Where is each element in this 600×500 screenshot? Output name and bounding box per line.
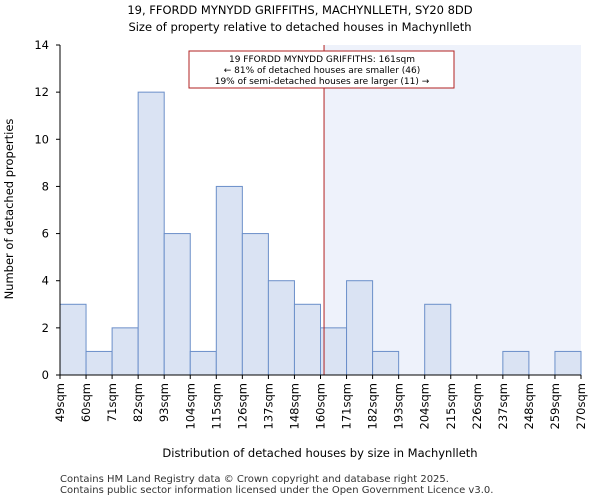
x-tick-label: 126sqm	[235, 383, 249, 429]
x-tick-label: 248sqm	[522, 383, 536, 429]
annotation-box: 19 FFORDD MYNYDD GRIFFITHS: 161sqm ← 81%…	[188, 50, 455, 89]
x-tick-label: 93sqm	[157, 383, 171, 422]
x-tick-label: 204sqm	[418, 383, 432, 429]
footer-credit-line-2: Contains public sector information licen…	[60, 485, 494, 496]
y-axis-label: Number of detached properties	[2, 119, 16, 300]
x-tick-label: 259sqm	[548, 383, 562, 429]
x-tick-label: 104sqm	[183, 383, 197, 429]
x-axis-label: Distribution of detached houses by size …	[162, 446, 477, 460]
y-tick-label: 4	[42, 274, 49, 288]
annotation-line-2: ← 81% of detached houses are smaller (46…	[224, 66, 421, 76]
bar-71sqm	[111, 327, 139, 376]
x-tick-label: 115sqm	[209, 383, 223, 429]
annotation-line-3: 19% of semi-detached houses are larger (…	[215, 77, 430, 87]
x-tick-label: 171sqm	[340, 383, 354, 429]
bar-137sqm	[267, 280, 295, 376]
y-axis-ticks: 0 2 4 6 8 10 12 14	[34, 38, 60, 382]
bar-182sqm	[372, 350, 400, 376]
y-tick-label: 10	[34, 132, 49, 146]
x-tick-label: 270sqm	[574, 383, 588, 429]
bars-group	[59, 91, 582, 376]
annotation-line-1: 19 FFORDD MYNYDD GRIFFITHS: 161sqm	[229, 55, 415, 65]
bar-126sqm	[241, 233, 269, 376]
y-tick-label: 8	[42, 179, 49, 193]
chart-title: 19, FFORDD MYNYDD GRIFFITHS, MACHYNLLETH…	[127, 3, 472, 17]
bar-93sqm	[163, 233, 191, 376]
bar-171sqm	[346, 280, 374, 376]
bar-259sqm	[554, 350, 582, 376]
y-tick-label: 12	[34, 85, 49, 99]
y-tick-label: 6	[42, 227, 49, 241]
bar-160sqm	[320, 327, 348, 376]
footer-credit-line-1: Contains HM Land Registry data © Crown c…	[60, 474, 449, 485]
y-tick-label: 0	[42, 368, 49, 382]
x-tick-label: 137sqm	[261, 383, 275, 429]
bar-237sqm	[502, 350, 530, 376]
x-tick-label: 49sqm	[53, 383, 67, 422]
x-tick-label: 82sqm	[131, 383, 145, 422]
x-tick-label: 226sqm	[470, 383, 484, 429]
x-tick-label: 60sqm	[79, 383, 93, 422]
chart-subtitle: Size of property relative to detached ho…	[128, 20, 471, 34]
x-tick-label: 237sqm	[496, 383, 510, 429]
x-tick-label: 160sqm	[314, 383, 328, 429]
bar-148sqm	[293, 303, 322, 376]
x-axis-ticks: 49sqm 60sqm 71sqm 82sqm 93sqm 104sqm 115sqm 126…	[53, 375, 588, 429]
y-tick-label: 2	[42, 321, 49, 335]
x-tick-label: 215sqm	[444, 383, 458, 429]
bar-204sqm	[424, 303, 452, 376]
bar-82sqm	[137, 91, 165, 376]
bar-49sqm	[59, 303, 87, 376]
x-tick-label: 182sqm	[366, 383, 380, 429]
bar-104sqm	[189, 350, 217, 376]
x-tick-label: 71sqm	[105, 383, 119, 422]
bar-115sqm	[215, 185, 243, 376]
x-tick-label: 148sqm	[287, 383, 301, 429]
bar-60sqm	[85, 350, 113, 376]
x-tick-label: 193sqm	[392, 383, 406, 429]
annotation-frame	[188, 50, 455, 89]
y-tick-label: 14	[34, 38, 49, 52]
